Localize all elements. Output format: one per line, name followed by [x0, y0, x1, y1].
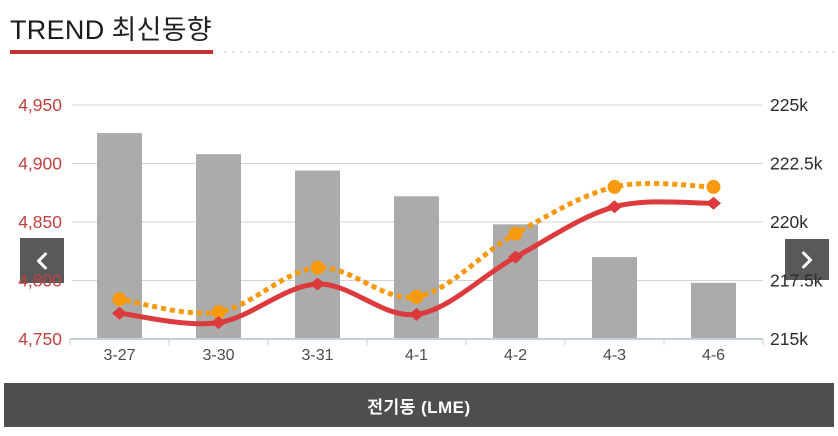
- title-ko: 최신동향: [111, 15, 213, 45]
- title-en: TREND: [10, 15, 105, 45]
- dotted-rule: [224, 51, 838, 53]
- circle-marker: [706, 179, 721, 194]
- diamond-marker: [211, 316, 226, 330]
- x-axis-label: 3-31: [301, 347, 333, 364]
- y-axis-label-left: 4,850: [18, 212, 62, 232]
- bar: [295, 170, 340, 339]
- y-axis-label-left: 4,900: [18, 154, 62, 174]
- solid-red-line-path: [117, 199, 716, 327]
- diamond-marker: [508, 250, 523, 264]
- circle-marker: [310, 260, 325, 275]
- diamond-marker: [706, 196, 721, 210]
- x-axis-label: 3-27: [103, 347, 135, 364]
- y-axis-label-right: 222.5k: [770, 154, 823, 174]
- bar: [493, 224, 538, 339]
- chart-footer-tab[interactable]: 전기동 (LME): [4, 383, 834, 427]
- bar: [592, 257, 637, 339]
- x-axis-label: 4-2: [504, 347, 527, 364]
- bar: [394, 196, 439, 339]
- x-axis-label: 3-30: [202, 347, 234, 364]
- chevron-left-icon: [37, 252, 47, 269]
- page-title: TREND 최신동향: [10, 8, 212, 47]
- x-axis-label: 4-3: [603, 347, 626, 364]
- bar: [97, 133, 142, 339]
- diamond-marker: [310, 277, 325, 291]
- chevron-right-icon: [802, 251, 812, 268]
- circle-marker: [409, 289, 424, 304]
- diamond-marker: [409, 307, 424, 321]
- x-axis-label: 4-1: [405, 347, 428, 364]
- y-axis-label-right: 215k: [770, 329, 808, 349]
- diamond-marker: [112, 306, 127, 320]
- title-underline: [10, 50, 213, 54]
- prev-button[interactable]: [20, 238, 64, 283]
- y-axis-label-left: 4,750: [18, 329, 62, 349]
- y-axis-label-right: 225k: [770, 95, 808, 115]
- y-axis-label-right: 220k: [770, 212, 808, 232]
- y-axis-label-left: 4,950: [18, 95, 62, 115]
- circle-marker: [211, 305, 226, 320]
- circle-marker: [607, 179, 622, 194]
- circle-marker: [508, 226, 523, 241]
- bar: [691, 282, 736, 339]
- footer-label: 전기동 (LME): [367, 397, 471, 417]
- circle-marker: [112, 292, 127, 307]
- next-button[interactable]: [785, 239, 829, 280]
- diamond-marker: [607, 200, 622, 214]
- x-axis-label: 4-6: [702, 347, 725, 364]
- dotted-orange-line-path: [116, 180, 717, 316]
- bar: [196, 154, 241, 339]
